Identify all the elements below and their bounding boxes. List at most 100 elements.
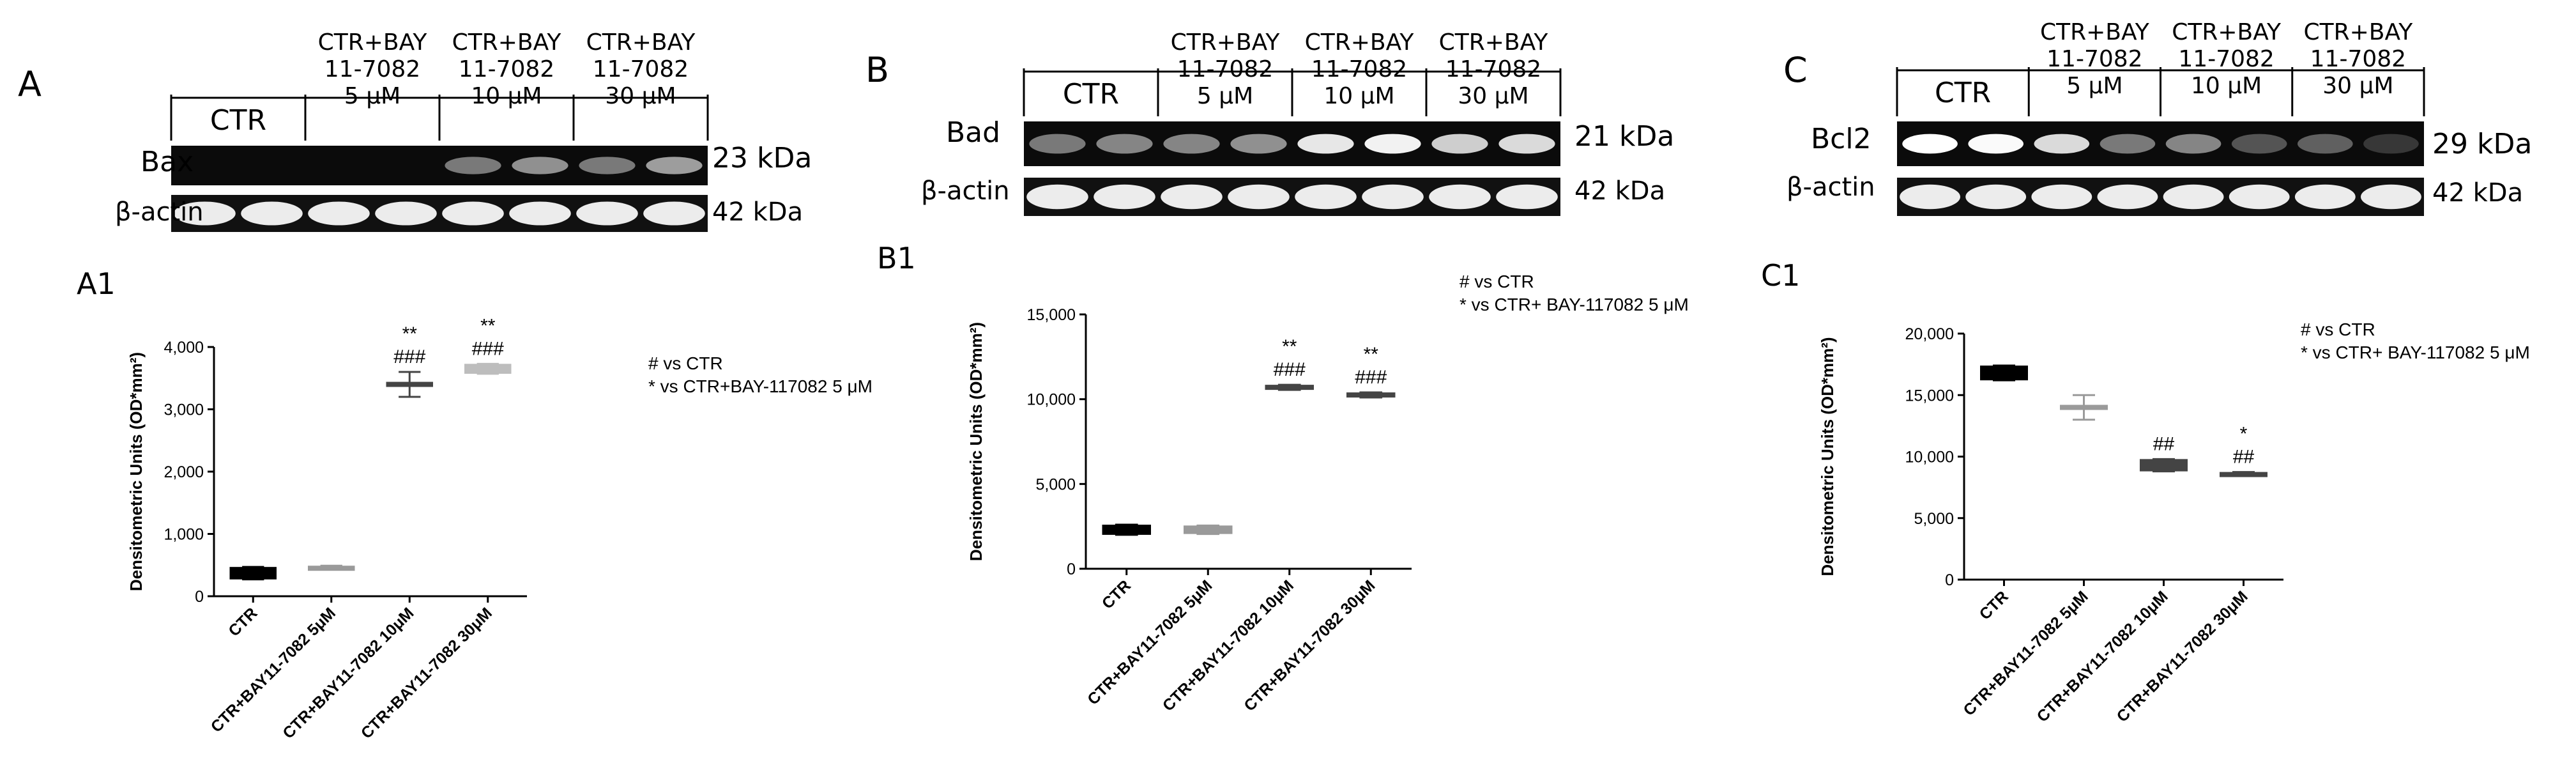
- actin-band: [643, 201, 705, 226]
- chart-a1: A1 0 1,000 2,000 3,000 4,000 Densitometric Uni…: [77, 266, 873, 743]
- significance-label: **: [480, 315, 496, 336]
- protein-band: [1431, 134, 1488, 154]
- actin-band: [2361, 184, 2421, 210]
- x-tick-label: CTR+BAY11-7082 30μM: [358, 604, 496, 742]
- protein-band: [1230, 134, 1287, 154]
- protein-band: [646, 157, 703, 174]
- mean-marker: [308, 566, 355, 571]
- lane-label-line: 11-7082: [2178, 46, 2274, 72]
- lane-label-line: 11-7082: [1311, 56, 1407, 82]
- protein-band: [2165, 134, 2222, 154]
- data-point: [1346, 391, 1396, 399]
- significance-label: **: [1282, 336, 1297, 357]
- y-tick-label: 15,000: [1905, 387, 1954, 405]
- lane-label-line: CTR+BAY: [2172, 19, 2282, 45]
- x-tick-label: CTR+BAY11-7082 5μM: [208, 604, 339, 736]
- actin-band: [2097, 184, 2158, 210]
- significance-label: ###: [393, 346, 425, 367]
- actin-kda-label: 42 kDa: [712, 197, 803, 227]
- lane-label: CTR+BAY 11-7082 30 μM: [586, 29, 696, 109]
- lane-label: CTR+BAY 11-7082 30 μM: [2303, 19, 2413, 99]
- lane-label-line: 10 μM: [1323, 83, 1394, 109]
- actin-band: [1161, 184, 1223, 210]
- mean-marker: [1102, 525, 1151, 535]
- mean-marker: [1346, 392, 1396, 398]
- lane-label: CTR+BAY 11-7082 10 μM: [1305, 29, 1415, 109]
- protein-band: [512, 157, 568, 174]
- y-tick-label: 1,000: [164, 526, 204, 544]
- y-tick-label: 0: [1945, 571, 1954, 589]
- lane-label-line: CTR: [1935, 77, 1991, 109]
- protein-label: Bax: [141, 146, 194, 178]
- actin-band: [1429, 184, 1491, 210]
- protein-band: [2298, 134, 2353, 154]
- lane-label-line: 11-7082: [2310, 46, 2406, 72]
- significance-label: ###: [1355, 367, 1387, 388]
- lane-label-line: CTR+BAY: [2303, 19, 2413, 45]
- y-tick-label: 2,000: [164, 463, 204, 481]
- significance-label: **: [402, 323, 418, 344]
- actin-band: [2294, 184, 2356, 210]
- protein-kda-label: 23 kDa: [712, 142, 812, 174]
- y-tick-label: 5,000: [1914, 510, 1954, 528]
- protein-band: [1297, 134, 1354, 154]
- actin-kda-label: 42 kDa: [1574, 176, 1665, 206]
- mean-marker: [2060, 405, 2108, 410]
- y-tick-label: 4,000: [164, 339, 204, 357]
- significance-label: ###: [1274, 359, 1306, 380]
- mean-marker: [1184, 525, 1233, 534]
- data-point: [1184, 524, 1233, 536]
- lane-label-line: 10 μM: [471, 83, 542, 109]
- actin-band: [1496, 184, 1558, 210]
- y-axis-title: Densitometric Units (OD*mm²): [1818, 337, 1837, 576]
- lane-label-line: 10 μM: [2191, 73, 2262, 99]
- lane-label-line: 30 μM: [605, 83, 676, 109]
- y-tick-label: 20,000: [1905, 325, 1954, 343]
- protein-band: [1902, 134, 1958, 154]
- mean-marker: [229, 567, 277, 580]
- actin-band: [2229, 184, 2290, 210]
- protein-band: [1968, 134, 2023, 154]
- data-point: [2220, 471, 2267, 477]
- protein-band: [1364, 134, 1421, 154]
- lane-label-line: CTR+BAY: [1171, 29, 1281, 56]
- lane-label-line: 11-7082: [1177, 56, 1273, 82]
- actin-band: [308, 201, 370, 226]
- actin-band: [509, 201, 571, 226]
- lane-label: CTR: [1935, 77, 1991, 109]
- data-point: [1980, 364, 2028, 382]
- mean-marker: [1265, 385, 1314, 390]
- loading-control-label: β-actin: [115, 197, 204, 227]
- significance-label: ##: [2233, 447, 2255, 468]
- lane-label-line: 11-7082: [1445, 56, 1541, 82]
- chart-c1: C1 0 5,000 10,000 15,000 20,000 Densitometric …: [1761, 258, 2530, 726]
- data-point: [464, 362, 512, 375]
- data-point: [2060, 394, 2108, 421]
- lane-label-line: CTR+BAY: [452, 29, 562, 56]
- x-tick-label: CTR+BAY11-7082 30μM: [2114, 587, 2252, 725]
- panel-letter: B: [865, 50, 889, 90]
- actin-band: [2163, 184, 2224, 210]
- lane-label: CTR+BAY 11-7082 10 μM: [2172, 19, 2282, 99]
- actin-band: [1026, 184, 1088, 210]
- actin-band: [442, 201, 504, 226]
- actin-band: [576, 201, 638, 226]
- legend-entry: * vs CTR+ BAY-117082 5 μM: [2301, 343, 2530, 362]
- data-point: [1265, 383, 1314, 391]
- protein-band: [579, 157, 636, 174]
- chart-b1: B1 0 5,000 10,000 15,000 Densitometric Units …: [877, 241, 1689, 715]
- y-tick-label: 10,000: [1027, 391, 1076, 409]
- lane-label-line: CTR+BAY: [1439, 29, 1549, 56]
- protein-kda-label: 21 kDa: [1574, 120, 1674, 153]
- mean-marker: [386, 382, 433, 387]
- lane-label: CTR+BAY 11-7082 5 μM: [318, 29, 428, 109]
- mean-marker: [2220, 472, 2267, 477]
- lane-label-line: CTR+BAY: [318, 29, 428, 56]
- protein-band: [445, 157, 501, 174]
- protein-band: [1163, 134, 1220, 154]
- protein-label: Bad: [946, 116, 1000, 149]
- actin-band: [1965, 184, 2027, 210]
- actin-band: [241, 201, 303, 226]
- data-point: [308, 564, 355, 571]
